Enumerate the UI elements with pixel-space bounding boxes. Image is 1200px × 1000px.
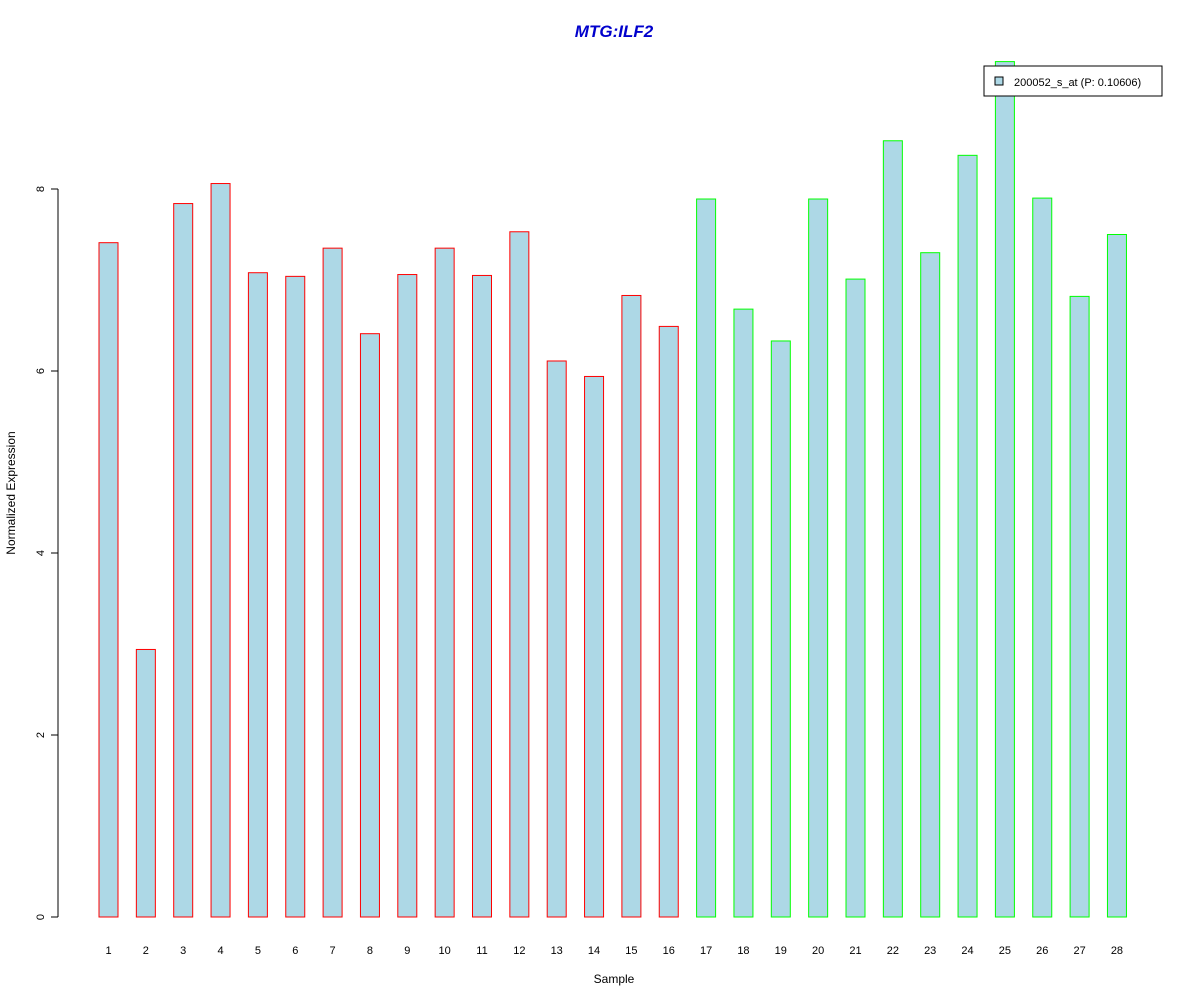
x-tick-label: 3 [180, 945, 186, 957]
legend-label: 200052_s_at (P: 0.10606) [1014, 77, 1141, 89]
bar [994, 61, 1015, 918]
bar [733, 308, 754, 918]
bar [434, 247, 455, 918]
bar [584, 375, 605, 918]
x-tick-label: 2 [143, 945, 149, 957]
x-tick-label: 10 [439, 945, 451, 957]
y-axis-label: Normalized Expression [4, 431, 18, 554]
bar [322, 247, 343, 918]
x-tick-label: 5 [255, 945, 261, 957]
x-tick-label: 19 [775, 945, 787, 957]
bar [621, 294, 642, 918]
bar [845, 278, 866, 918]
x-tick-label: 11 [476, 945, 487, 957]
x-tick-label: 23 [924, 945, 936, 957]
y-tick-label: 4 [35, 550, 47, 556]
bar [770, 340, 791, 918]
x-tick-label: 24 [961, 945, 973, 957]
x-tick-label: 25 [999, 945, 1011, 957]
bar [210, 183, 231, 918]
legend-box [983, 65, 1163, 97]
y-tick-label: 2 [35, 732, 47, 738]
bar [546, 360, 567, 918]
bar [173, 203, 194, 918]
bar [359, 333, 380, 918]
x-tick-label: 22 [887, 945, 899, 957]
bar [472, 274, 492, 918]
x-tick-label: 13 [551, 945, 563, 957]
x-tick-label: 9 [404, 945, 410, 957]
bar [696, 198, 717, 918]
bar [920, 252, 941, 918]
bar [397, 274, 418, 918]
x-tick-label: 6 [292, 945, 298, 957]
chart-title: MTG:ILF2 [575, 22, 654, 41]
bar [808, 198, 829, 918]
x-tick-label: 8 [367, 945, 373, 957]
x-tick-label: 28 [1111, 945, 1123, 957]
bars [98, 61, 1127, 918]
x-tick-label: 4 [217, 945, 223, 957]
x-tick-label: 12 [513, 945, 525, 957]
y-axis: 0 2 4 6 8 [35, 186, 59, 920]
bar [98, 242, 119, 918]
bar [658, 325, 679, 918]
bar [1106, 234, 1127, 918]
x-tick-label: 15 [625, 945, 637, 957]
x-tick-label: 21 [849, 945, 861, 957]
x-tick-label: 18 [737, 945, 749, 957]
y-tick-label: 8 [35, 186, 47, 192]
bar [285, 275, 306, 918]
bar [509, 231, 530, 918]
legend: 200052_s_at (P: 0.10606) [983, 65, 1163, 97]
x-tick-label: 17 [700, 945, 712, 957]
x-axis-label: Sample [594, 972, 635, 986]
x-tick-labels: 1 2 3 4 5 6 7 8 9 10 11 12 13 14 15 16 17 18 19 20 21 22 23 24 2… [105, 945, 1123, 957]
bar [882, 140, 903, 918]
bar [1069, 295, 1090, 918]
bar [247, 272, 268, 918]
y-tick-label: 6 [35, 368, 47, 374]
bar [135, 648, 156, 918]
x-tick-label: 7 [330, 945, 336, 957]
x-tick-label: 16 [663, 945, 675, 957]
legend-swatch [994, 76, 1004, 86]
x-tick-label: 20 [812, 945, 824, 957]
x-tick-label: 26 [1036, 945, 1048, 957]
bar [1032, 197, 1053, 918]
x-tick-label: 27 [1073, 945, 1085, 957]
bar [957, 154, 978, 918]
x-tick-label: 1 [105, 945, 111, 957]
x-tick-label: 14 [588, 945, 600, 957]
y-tick-label: 0 [35, 914, 47, 920]
